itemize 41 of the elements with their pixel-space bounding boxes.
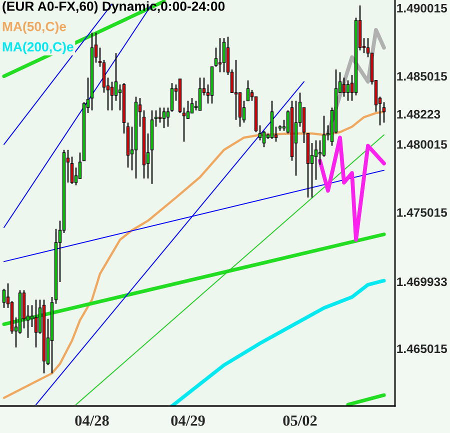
x-tick-label: 04/28: [75, 415, 109, 426]
y-tick-label: 1.490015: [397, 4, 448, 13]
candlestick: [162, 107, 166, 129]
text: MA(50,C)e: [2, 22, 66, 34]
candlestick: [198, 77, 202, 111]
y-tick-label: 1.48223: [397, 110, 440, 119]
candlestick: [158, 107, 162, 124]
candlestick: [70, 156, 74, 185]
candlestick: [170, 82, 174, 112]
x-tick-label: 04/29: [171, 415, 205, 426]
candlestick: [342, 77, 346, 98]
candlestick: [234, 59, 238, 121]
candlestick: [110, 81, 114, 111]
candlestick: [314, 140, 318, 180]
candlestick: [262, 130, 266, 148]
candlestick: [78, 152, 82, 180]
line-series: [318, 136, 386, 242]
candlestick: [2, 288, 6, 309]
candlestick: [246, 80, 250, 102]
candlestick: [166, 107, 170, 128]
candlestick: [34, 299, 38, 348]
candlestick: [322, 115, 326, 158]
candlestick: [258, 124, 262, 141]
candlestick: [154, 110, 158, 128]
x-tick-label: 05/02: [283, 415, 317, 426]
candlestick: [182, 107, 186, 142]
candlestick: [186, 100, 190, 120]
y-tick-label: 1.469933: [397, 277, 447, 286]
candlestick: [214, 47, 218, 68]
candlestick: [382, 102, 386, 124]
y-tick-label: 1.480015: [397, 140, 448, 149]
candlestick: [346, 80, 350, 102]
line-series: [170, 278, 386, 406]
candlestick: [294, 100, 298, 176]
y-tick-label: 1.485015: [397, 72, 448, 81]
candlestick: [218, 38, 222, 73]
y-tick-label: 1.475015: [397, 208, 448, 217]
y-tick-label: 1.465015: [397, 344, 448, 354]
candlestick: [114, 52, 118, 102]
text: MA(200,C)e: [2, 42, 74, 54]
candlestick: [222, 38, 226, 73]
